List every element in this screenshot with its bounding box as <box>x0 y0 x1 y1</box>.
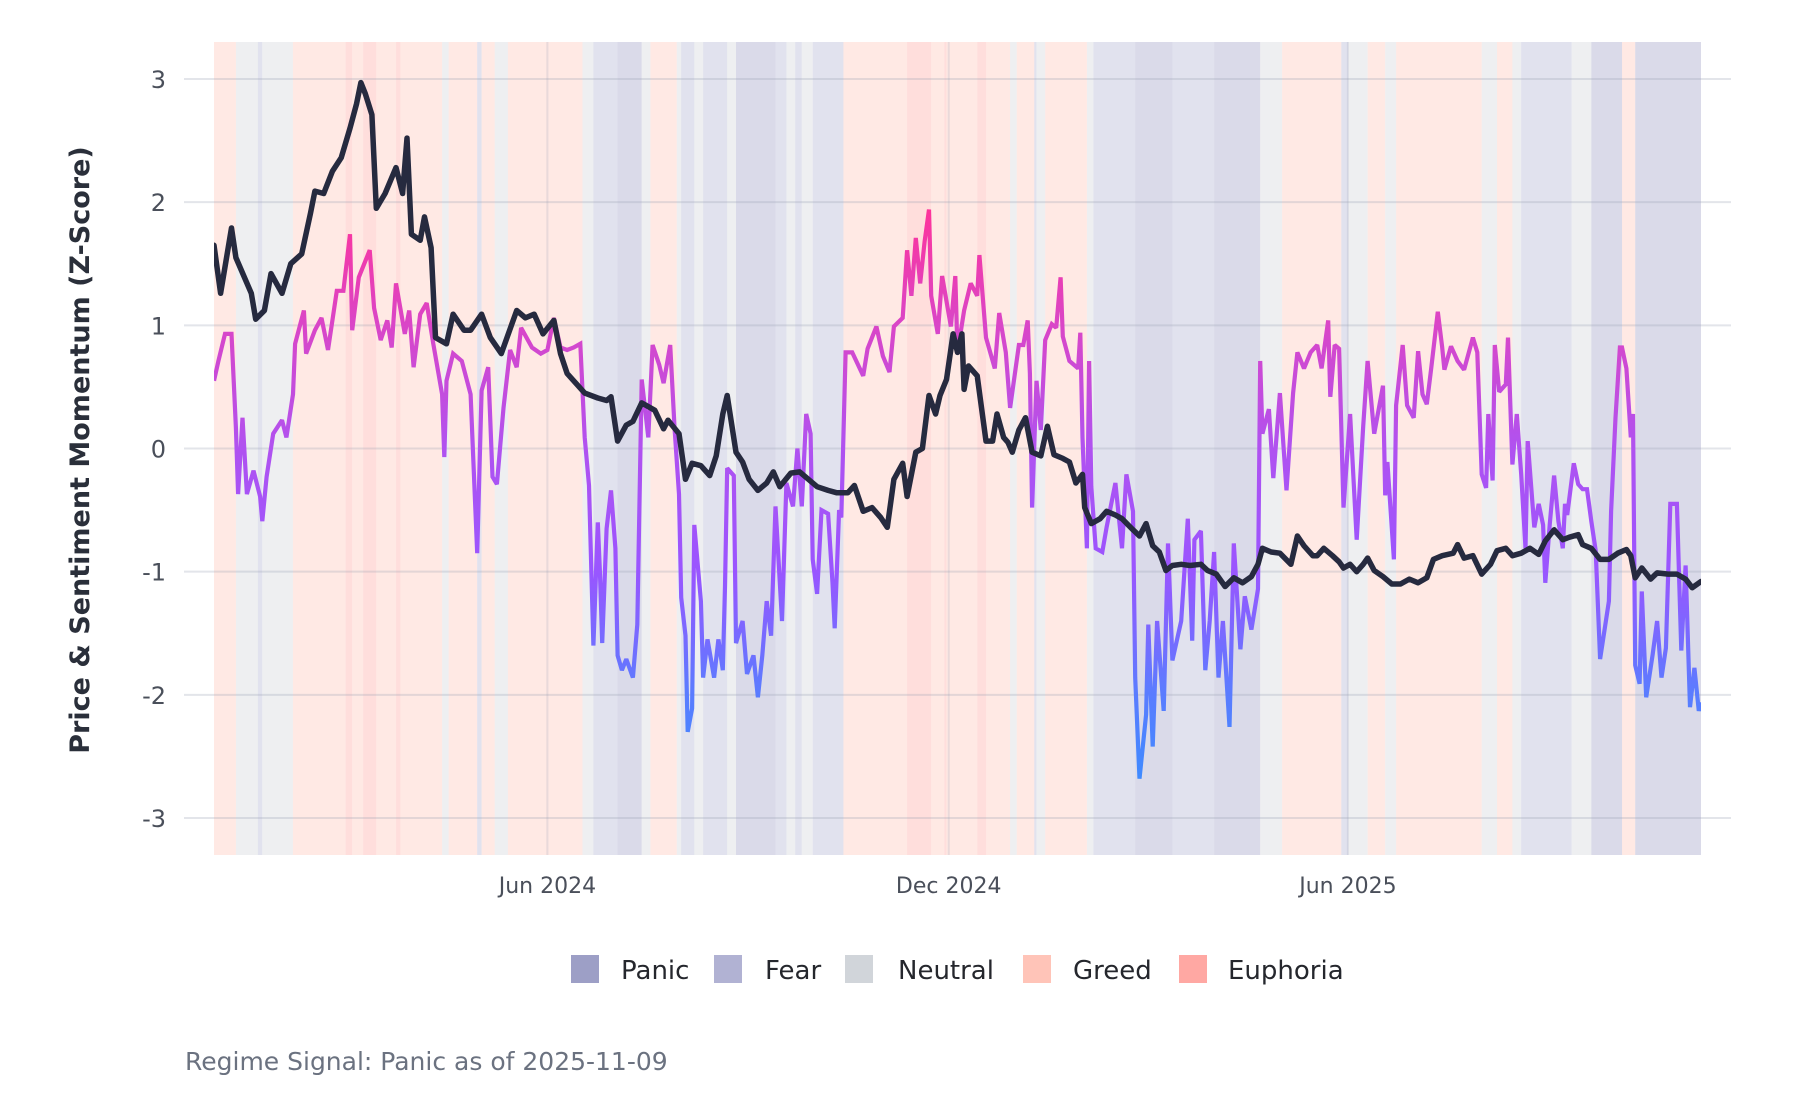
regime-band-neutral <box>1385 42 1397 855</box>
regime-band-greed <box>1622 42 1636 855</box>
y-axis-ticks: 3 2 1 0 -1 -2 -3 <box>142 66 166 833</box>
legend-label: Euphoria <box>1228 956 1344 986</box>
regime-band-panic <box>617 42 642 855</box>
series-layer <box>214 79 1701 779</box>
y-tick-label: -3 <box>142 805 166 833</box>
x-tick-label: Dec 2024 <box>896 874 1002 899</box>
legend-label: Neutral <box>898 956 994 986</box>
regime-band-neutral <box>235 42 258 855</box>
regime-band-greed <box>1497 42 1513 855</box>
legend-swatch-greed <box>1023 955 1051 983</box>
regime-band-euphoria <box>363 42 377 855</box>
legend-label: Fear <box>765 956 821 986</box>
regime-band-neutral <box>582 42 594 855</box>
regime-band-fear <box>775 42 787 855</box>
y-tick-label: -2 <box>142 682 166 710</box>
regime-band-fear <box>1172 42 1215 855</box>
regime-band-neutral <box>1347 42 1368 855</box>
regime-band-greed <box>931 42 945 855</box>
x-tick-label: Jun 2024 <box>497 874 596 899</box>
price-momentum-line <box>214 79 1701 591</box>
legend-swatch-fear <box>714 955 742 983</box>
regime-band-neutral <box>694 42 704 855</box>
y-tick-label: -1 <box>142 559 166 587</box>
regime-band-greed <box>481 42 495 855</box>
regime-band-greed <box>1367 42 1386 855</box>
y-tick-label: 1 <box>151 312 166 340</box>
regime-band-panic <box>1591 42 1623 855</box>
regime-band-euphoria <box>345 42 353 855</box>
x-tick-label: Jun 2025 <box>1297 874 1396 899</box>
regime-band-greed <box>507 42 583 855</box>
legend-item-neutral[interactable]: Neutral <box>845 955 994 986</box>
regime-band-panic <box>735 42 776 855</box>
regime-signal-caption: Regime Signal: Panic as of 2025-11-09 <box>185 1047 668 1076</box>
regime-band-greed <box>650 42 677 855</box>
regime-band-neutral <box>262 42 293 855</box>
legend-swatch-panic <box>571 955 599 983</box>
x-axis-ticks: Jun 2024 Dec 2024 Jun 2025 <box>497 874 1397 899</box>
legend-label: Greed <box>1073 956 1152 986</box>
regime-band-panic <box>1214 42 1261 855</box>
regime-band-neutral <box>786 42 796 855</box>
legend-item-panic[interactable]: Panic <box>571 955 689 986</box>
regime-band-panic <box>1635 42 1701 855</box>
legend-item-euphoria[interactable]: Euphoria <box>1179 955 1344 986</box>
legend-label: Panic <box>621 956 689 986</box>
y-tick-label: 2 <box>151 189 166 217</box>
regime-band-greed <box>843 42 908 855</box>
legend-item-greed[interactable]: Greed <box>1023 955 1152 986</box>
regime-band-euphoria <box>396 42 401 855</box>
regime-band-fear <box>1341 42 1348 855</box>
regime-band-greed <box>1282 42 1342 855</box>
regime-band-greed <box>986 42 1011 855</box>
y-tick-label: 3 <box>151 66 166 94</box>
regime-band-neutral <box>1512 42 1522 855</box>
y-axis-title: Price & Sentiment Momentum (Z-Score) <box>65 146 96 754</box>
regime-band-greed <box>352 42 364 855</box>
regime-band-fear <box>593 42 618 855</box>
regime-band-greed <box>1016 42 1035 855</box>
regime-band-greed <box>292 42 346 855</box>
regime-band-fear <box>812 42 844 855</box>
regime-band-euphoria <box>977 42 987 855</box>
regime-bands <box>214 42 1701 855</box>
legend-swatch-neutral <box>845 955 873 983</box>
regime-band-neutral <box>801 42 813 855</box>
regime-band-fear <box>1093 42 1136 855</box>
sentiment-momentum-line <box>214 209 1701 779</box>
regime-band-greed <box>946 42 978 855</box>
legend: Panic Fear Neutral Greed Euphoria <box>571 955 1344 986</box>
regime-band-greed <box>376 42 397 855</box>
regime-band-neutral <box>1571 42 1592 855</box>
regime-band-neutral <box>727 42 736 855</box>
legend-swatch-euphoria <box>1179 955 1207 983</box>
regime-band-neutral <box>641 42 651 855</box>
regime-band-greed <box>1396 42 1482 855</box>
legend-item-fear[interactable]: Fear <box>714 955 821 986</box>
y-tick-label: 0 <box>151 436 166 464</box>
regime-band-euphoria <box>944 42 947 855</box>
regime-band-fear <box>257 42 263 855</box>
